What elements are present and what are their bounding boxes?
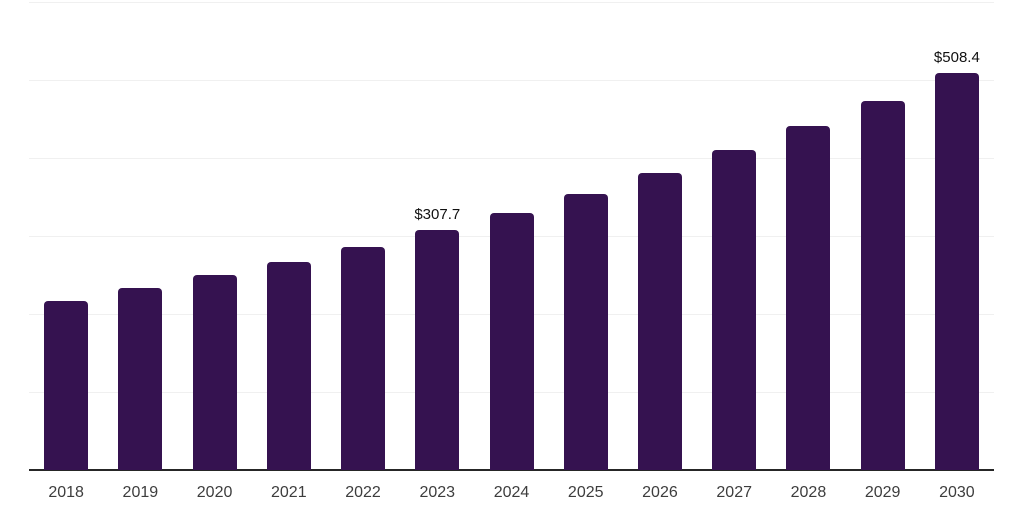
x-tick-label-2028: 2028 bbox=[790, 484, 827, 501]
x-tick-label-2021: 2021 bbox=[271, 484, 307, 501]
bar-2028 bbox=[786, 125, 831, 470]
bar-2019 bbox=[118, 287, 163, 470]
gridline-400 bbox=[29, 158, 994, 159]
bar-2022 bbox=[341, 246, 386, 470]
bar-2018 bbox=[44, 301, 89, 470]
bar-2020 bbox=[192, 274, 237, 470]
x-tick-label-2018: 2018 bbox=[48, 484, 84, 501]
x-tick-label-2022: 2022 bbox=[345, 484, 381, 501]
x-tick-label-2030: 2030 bbox=[939, 484, 975, 501]
bar-2021 bbox=[266, 262, 311, 470]
gridline-600 bbox=[29, 2, 994, 3]
bar-2023 bbox=[415, 230, 460, 470]
bar-2030 bbox=[934, 73, 979, 470]
bar-2027 bbox=[712, 150, 757, 470]
x-tick-label-2027: 2027 bbox=[716, 484, 752, 501]
gridline-500 bbox=[29, 80, 994, 81]
bar-2024 bbox=[489, 212, 534, 470]
bar-value-label-2030: $508.4 bbox=[933, 49, 980, 67]
plot-area: $307.7 $508.4 bbox=[29, 2, 994, 471]
x-tick-label-2020: 2020 bbox=[196, 484, 233, 501]
bar-2026 bbox=[637, 172, 682, 470]
x-tick-label-2025: 2025 bbox=[567, 484, 604, 501]
x-tick-label-2019: 2019 bbox=[122, 484, 159, 501]
x-tick-label-2029: 2029 bbox=[864, 484, 901, 501]
x-tick-label-2024: 2024 bbox=[493, 484, 530, 501]
bar-value-label-2023: $307.7 bbox=[414, 206, 461, 223]
x-tick-label-2026: 2026 bbox=[642, 484, 678, 501]
x-axis-line bbox=[29, 469, 994, 471]
bar-2025 bbox=[563, 193, 608, 470]
bar-2029 bbox=[860, 100, 905, 470]
x-tick-label-2023: 2023 bbox=[419, 484, 456, 501]
